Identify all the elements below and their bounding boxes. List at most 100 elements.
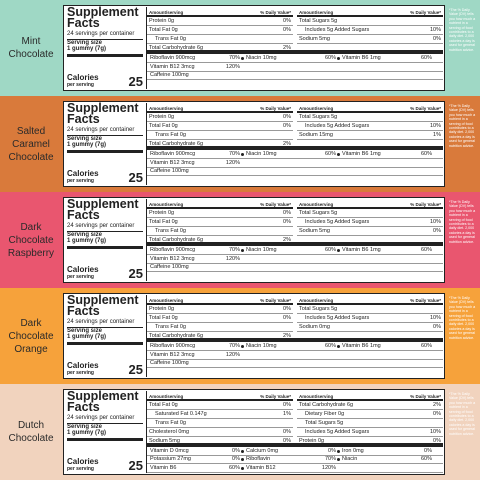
nutrient-dv: 0% [283, 315, 291, 321]
nutrient-dv: 0% [283, 219, 291, 225]
dv-header: % Daily Value* [410, 298, 441, 303]
vitamin-label: Vitamin B6 1mg [342, 151, 381, 157]
vitamin-label: Vitamin B12 3mcg [150, 63, 195, 70]
calories-value: 25 [128, 170, 143, 185]
vitamin-dv: 0% [328, 447, 336, 454]
facts-title: Supplement Facts [67, 101, 139, 126]
nutrient-row: Total Fat 0g 0% [147, 218, 293, 227]
nutrient-label: Sodium 5mg [299, 228, 330, 234]
amount-header: Amount/serving [299, 106, 334, 111]
vitamin-cell: Niacin 10mg 60% [241, 55, 339, 61]
nutrient-column: Amount/serving % Daily Value* Total Sugars… [297, 295, 443, 332]
vitamin-dv: 60% [324, 247, 336, 253]
nutrient-row: Sodium 5mg 0% [297, 227, 443, 236]
facts-title: Supplement Facts [67, 389, 139, 414]
vitamin-label: Niacin 10mg [246, 343, 277, 349]
vitamin-label: Niacin 10mg [246, 151, 277, 157]
serving-size: 1 gummy (7g) [67, 142, 143, 153]
nutrient-label: Sodium 0mg [299, 324, 330, 330]
nutrient-row: Total Carbohydrate 6g 2% [297, 401, 443, 410]
serving-size-label: Serving size [67, 39, 103, 46]
nutrient-label: Trans Fat 0g [155, 228, 186, 234]
nutrient-label: Trans Fat 0g [155, 132, 186, 138]
amount-header: Amount/serving [149, 394, 184, 399]
nutrient-dv: 2% [283, 45, 291, 51]
flavor-band: Mint Chocolate Supplement Facts 24 serving… [0, 0, 480, 96]
nutrient-row: Protein 0g 0% [147, 17, 293, 26]
vitamin-dv: 70% [324, 456, 336, 462]
nutrient-label: Includes 5g Added Sugars [305, 27, 370, 33]
vitamin-label: Caffeine 100mg [150, 264, 189, 270]
vitamin-dv: 120% [225, 255, 240, 262]
nutrient-dv: 0% [433, 228, 441, 234]
nutrient-row: Protein 0g 0% [147, 305, 293, 314]
serving-size-label: Serving size [67, 135, 103, 142]
nutrient-row: Sodium 5mg 0% [297, 35, 443, 44]
vitamin-dv: 60% [420, 55, 432, 61]
vitamin-cell: Vitamin B12 3mcg 120% [147, 256, 243, 262]
vitamin-dv: 70% [228, 151, 240, 157]
vitamin-label: Calcium 0mg [246, 447, 279, 454]
amount-header: Amount/serving [299, 10, 334, 15]
nutrient-label: Trans Fat 0g [155, 36, 186, 42]
vitamin-label: Vitamin B6 1mg [342, 247, 381, 253]
nutrient-row: Total Sugars 5g [297, 419, 443, 428]
nutrient-row: Includes 5g Added Sugars 10% [297, 314, 443, 323]
vitamin-dv: 60% [228, 464, 240, 471]
facts-title: Supplement Facts [67, 197, 139, 222]
nutrient-row: Trans Fat 0g [147, 35, 293, 44]
nutrient-dv: 0% [433, 411, 441, 417]
dv-header: % Daily Value* [260, 394, 291, 399]
vitamin-label: Vitamin D 0mcg [150, 447, 189, 454]
nutrient-dv: 1% [283, 411, 291, 417]
serving-size: 1 gummy (7g) [67, 238, 143, 249]
nutrient-row: Protein 0g 0% [147, 113, 293, 122]
nutrient-row: Total Fat 0g 0% [147, 314, 293, 323]
nutrient-dv: 2% [433, 402, 441, 408]
vitamin-dv: 60% [420, 151, 432, 157]
nutrient-dv: 10% [429, 315, 441, 321]
nutrient-label: Sodium 15mg [299, 132, 333, 138]
vitamin-dv: 70% [228, 247, 240, 253]
dv-header: % Daily Value* [260, 202, 291, 207]
nutrient-row: Total Fat 0g 0% [147, 26, 293, 35]
column-header: Amount/serving % Daily Value* [297, 295, 443, 305]
vitamin-cell: Niacin 10mg 60% [241, 151, 339, 157]
serving-size-label: Serving size [67, 327, 103, 334]
nutrient-label: Total Carbohydrate 6g [149, 237, 204, 243]
vitamin-row: Caffeine 100mg [147, 359, 443, 368]
vitamin-cell: Riboflavin 70% [241, 456, 339, 462]
vitamin-label: Niacin [342, 456, 358, 462]
dv-header: % Daily Value* [260, 106, 291, 111]
nutrient-row: Includes 5g Added Sugars 10% [297, 122, 443, 131]
facts-panel: Supplement Facts 24 servings per containe… [63, 293, 445, 379]
nutrients: Amount/serving % Daily Value* Total Fat 0g… [146, 391, 443, 473]
nutrient-label: Total Carbohydrate 6g [149, 333, 204, 339]
nutrient-label: Total Sugars 5g [299, 306, 338, 312]
vitamin-label: Riboflavin 900mcg [150, 151, 196, 157]
column-header: Amount/serving % Daily Value* [147, 391, 293, 401]
nutrient-column: Amount/serving % Daily Value* Total Sugars… [297, 199, 443, 236]
nutrient-row: Cholesterol 0mg 0% [147, 428, 293, 437]
vitamin-label: Niacin 10mg [246, 55, 277, 61]
servings: 24 servings per container [67, 223, 143, 232]
calories-label: Calories [67, 265, 99, 274]
calories-label: Calories [67, 457, 99, 466]
vitamin-row: Vitamin B12 3mcg 120% [147, 351, 443, 360]
vitamin-cell: Niacin 10mg 60% [241, 343, 339, 349]
vitamin-cell: Vitamin B12 120% [241, 465, 339, 471]
vitamin-dv: 0% [232, 456, 240, 462]
serving-size-label: Serving size [67, 423, 103, 430]
dv-note: *The % Daily Value (DV) tells you how mu… [449, 200, 476, 244]
vitamin-cell: Vitamin B12 3mcg 120% [147, 160, 243, 166]
vitamin-row: Potassium 27mg 0% Riboflavin 70% Niacin 60% [147, 455, 443, 464]
facts-panel: Supplement Facts 24 servings per containe… [63, 197, 445, 283]
nutrient-label: Total Carbohydrate 6g [299, 402, 354, 408]
nutrient-row: Sodium 0mg 0% [297, 323, 443, 332]
vitamin-dv: 60% [420, 343, 432, 349]
dv-note: *The % Daily Value (DV) tells you how mu… [449, 104, 476, 148]
flavor-band: Dark Chocolate Raspberry Supplement Facts… [0, 192, 480, 288]
facts-panel: Supplement Facts 24 servings per containe… [63, 101, 445, 187]
facts-title: Supplement Facts [67, 293, 139, 318]
